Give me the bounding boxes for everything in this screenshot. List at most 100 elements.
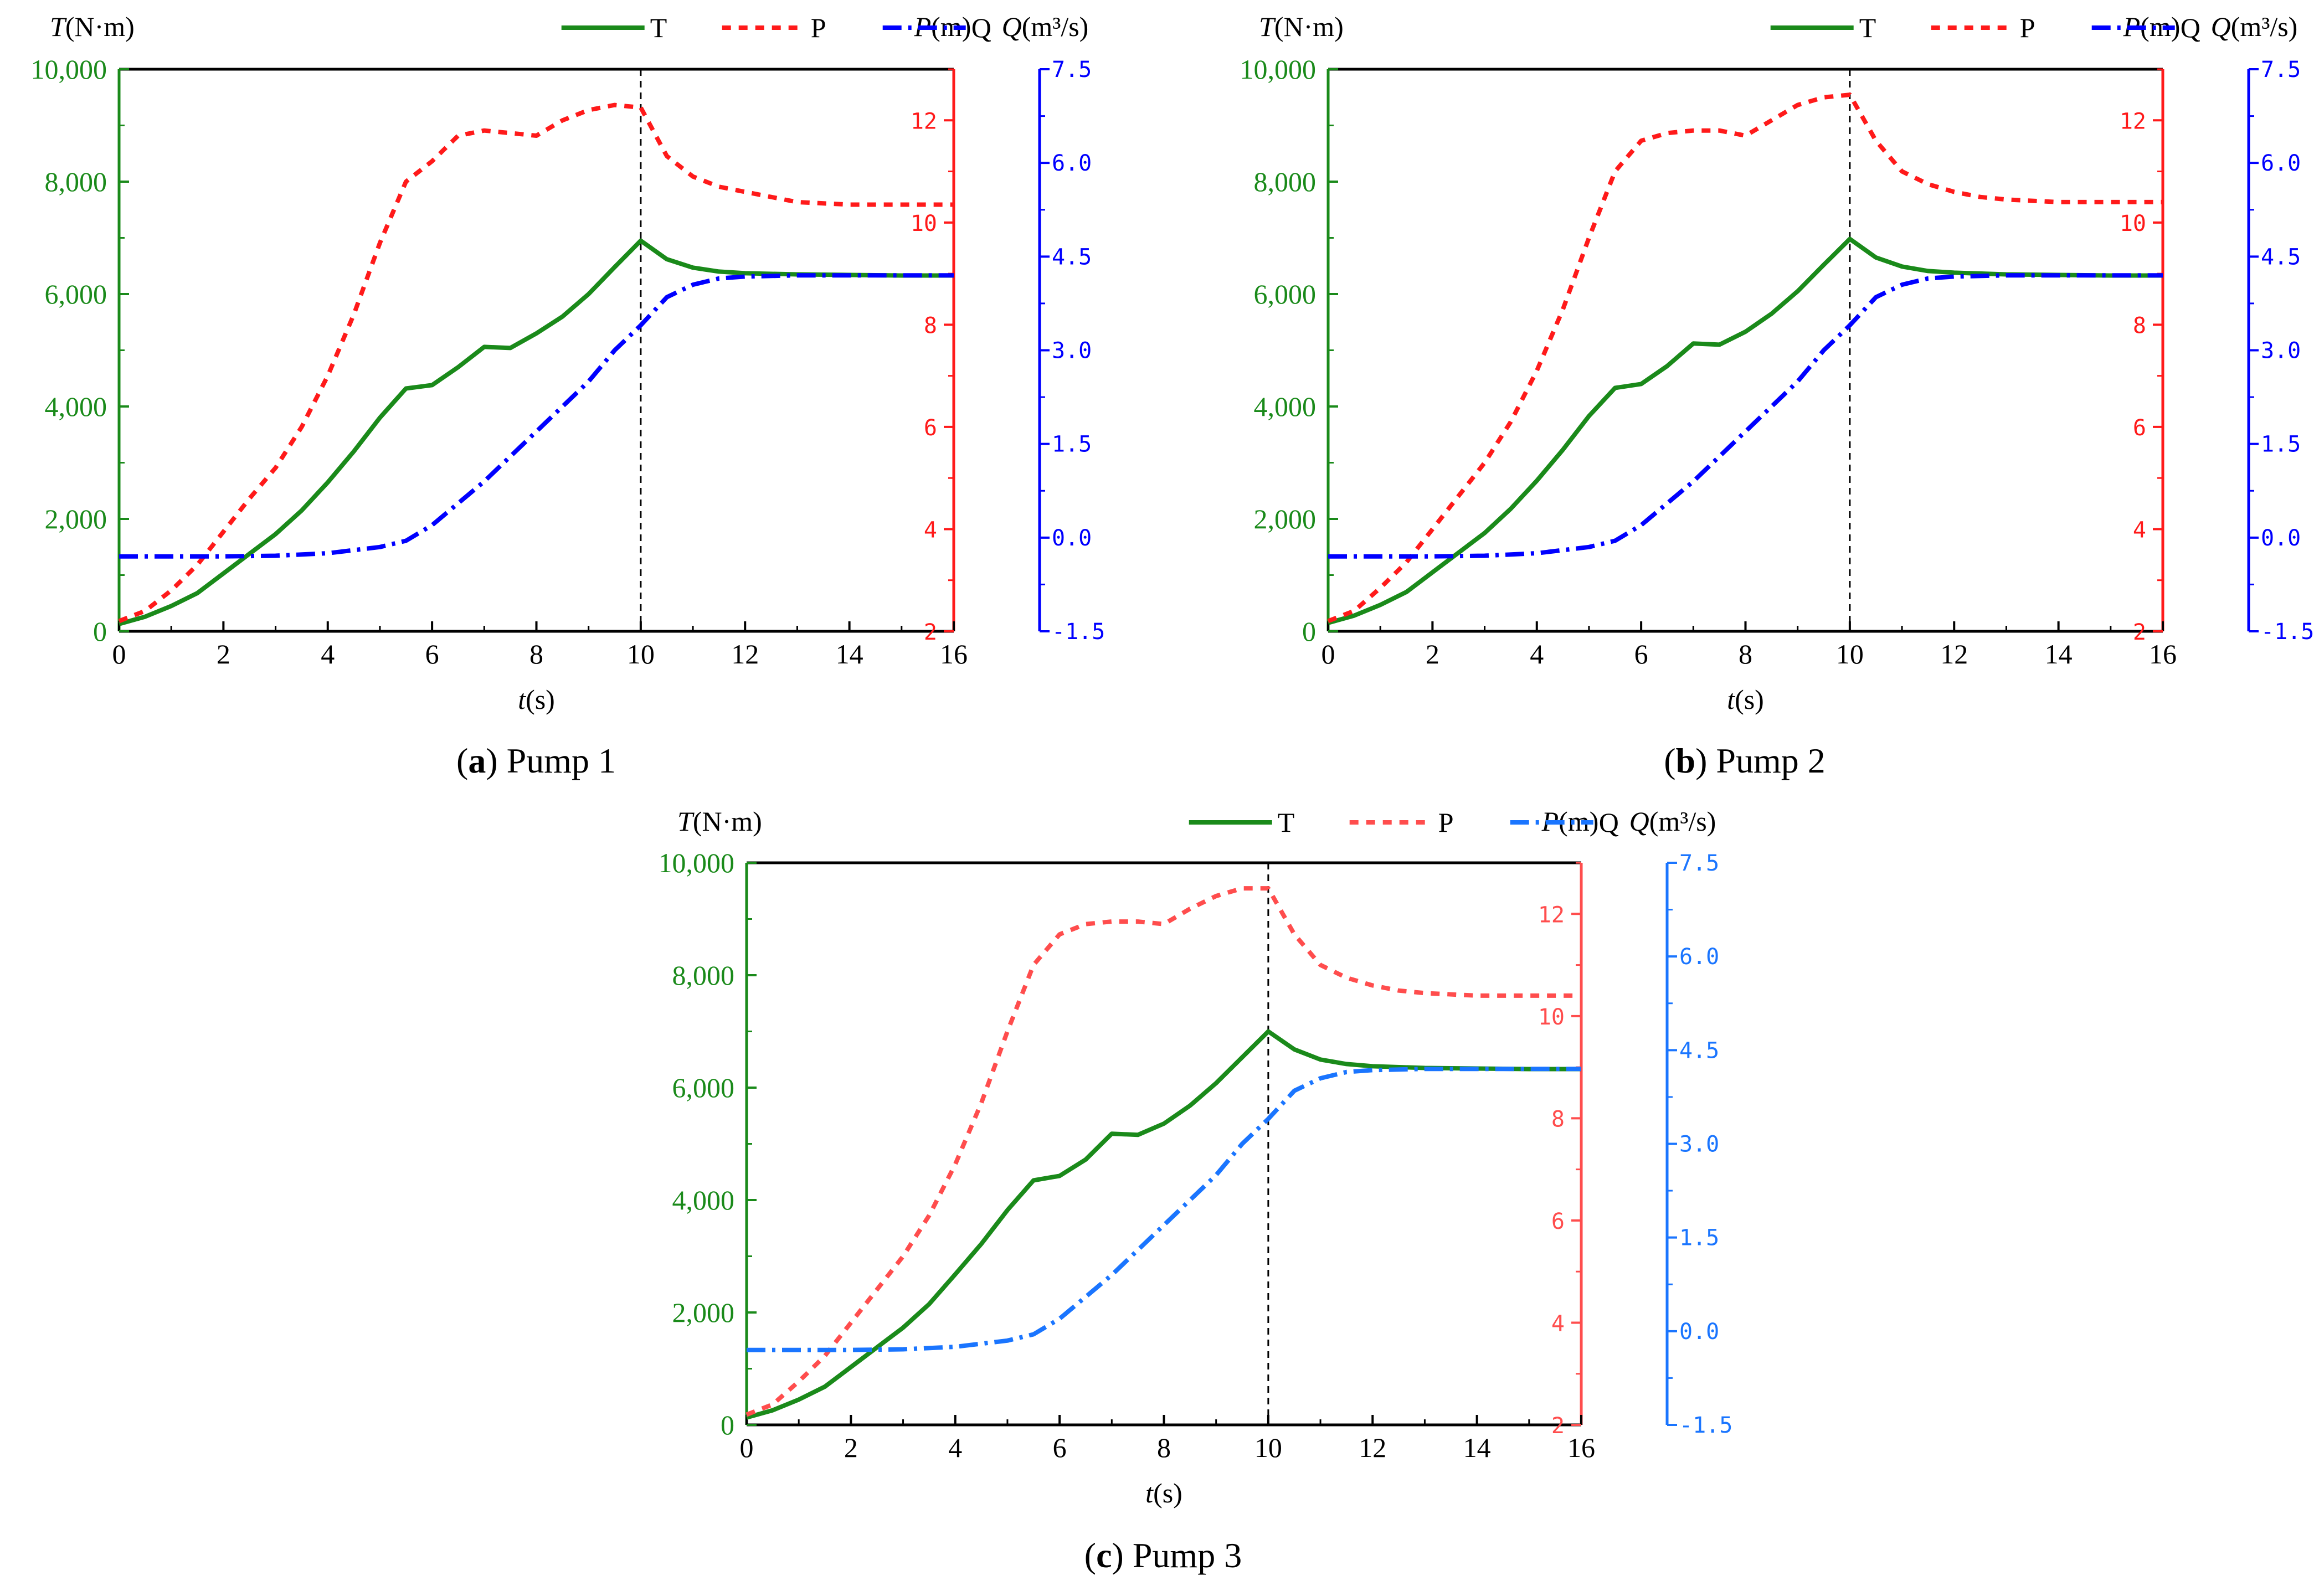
chart-panel-c: 0 2 4 6 8 10 12 14 16 t(s) 0 2,000 4,000 6,000 8,000 10… bbox=[659, 806, 1733, 1575]
pressure-tick-label: 10 bbox=[911, 211, 937, 236]
torque-tick-label: 6,000 bbox=[45, 279, 107, 310]
flow-tick-label: 7.5 bbox=[2261, 57, 2301, 83]
pressure-tick-label: 2 bbox=[924, 620, 937, 645]
flow-tick-label: -1.5 bbox=[1679, 1413, 1732, 1438]
torque-tick-label: 10,000 bbox=[1240, 54, 1317, 85]
torque-axis-title: T(N·m) bbox=[1259, 11, 1344, 42]
pressure-tick-label: 4 bbox=[2133, 517, 2146, 543]
x-tick-label: 8 bbox=[1739, 639, 1752, 670]
pressure-tick-label: 8 bbox=[924, 313, 937, 338]
x-tick-label: 4 bbox=[321, 639, 335, 670]
flow-axis-title: Q(m³/s) bbox=[2211, 11, 2298, 42]
torque-tick-label: 6,000 bbox=[672, 1072, 735, 1103]
series-line-P bbox=[118, 102, 954, 624]
x-tick-label: 0 bbox=[1322, 639, 1335, 670]
pressure-tick-label: 2 bbox=[1551, 1413, 1565, 1439]
torque-tick-label: 4,000 bbox=[672, 1185, 735, 1216]
flow-tick-label: 6.0 bbox=[1052, 151, 1092, 176]
panel-caption: (c) Pump 3 bbox=[1084, 1536, 1242, 1575]
series-line-P bbox=[745, 886, 1581, 1417]
pressure-tick-label: 4 bbox=[924, 517, 937, 543]
pressure-tick-label: 6 bbox=[924, 415, 937, 441]
pressure-tick-label: 8 bbox=[1551, 1106, 1565, 1132]
legend-label-P: P bbox=[811, 12, 826, 43]
flow-tick-label: 4.5 bbox=[2261, 244, 2301, 270]
x-tick-label: 12 bbox=[1359, 1432, 1386, 1463]
x-tick-label: 2 bbox=[217, 639, 230, 670]
torque-axis-title: T(N·m) bbox=[50, 11, 135, 42]
pressure-tick-label: 10 bbox=[1538, 1005, 1565, 1030]
series-line-P bbox=[1327, 92, 2163, 624]
x-tick-label: 4 bbox=[948, 1432, 962, 1463]
flow-tick-label: 4.5 bbox=[1679, 1038, 1719, 1063]
torque-tick-label: 10,000 bbox=[659, 847, 735, 878]
x-tick-label: 16 bbox=[2149, 639, 2177, 670]
series-line-Q bbox=[1328, 273, 2163, 559]
flow-tick-label: 6.0 bbox=[2261, 151, 2301, 176]
x-tick-label: 4 bbox=[1530, 639, 1544, 670]
x-tick-label: 0 bbox=[112, 639, 126, 670]
torque-tick-label: 0 bbox=[1302, 616, 1316, 647]
series-line-T bbox=[118, 238, 954, 626]
legend-label-T: T bbox=[1859, 12, 1876, 43]
x-tick-label: 14 bbox=[836, 639, 863, 670]
x-tick-label: 12 bbox=[1940, 639, 1968, 670]
pressure-tick-label: 12 bbox=[2120, 109, 2146, 134]
x-tick-label: 10 bbox=[1836, 639, 1864, 670]
x-tick-label: 6 bbox=[1053, 1432, 1067, 1463]
x-tick-label: 2 bbox=[844, 1432, 858, 1463]
pressure-tick-label: 10 bbox=[2120, 211, 2146, 236]
torque-tick-label: 6,000 bbox=[1254, 279, 1317, 310]
flow-axis-title: Q(m³/s) bbox=[1629, 806, 1716, 837]
x-tick-label: 16 bbox=[1567, 1432, 1595, 1463]
flow-tick-label: 3.0 bbox=[2261, 338, 2301, 364]
pressure-tick-label: 12 bbox=[1538, 902, 1565, 928]
series-line-Q bbox=[747, 1067, 1581, 1352]
x-tick-label: 10 bbox=[627, 639, 655, 670]
x-axis-label: t(s) bbox=[1145, 1477, 1182, 1509]
torque-tick-label: 10,000 bbox=[31, 54, 107, 85]
flow-axis-title: Q(m³/s) bbox=[1002, 11, 1089, 42]
pressure-tick-label: 6 bbox=[1551, 1209, 1565, 1234]
x-tick-label: 6 bbox=[1634, 639, 1648, 670]
flow-tick-label: -1.5 bbox=[1052, 619, 1105, 645]
legend-label-P: P bbox=[2020, 12, 2035, 43]
flow-tick-label: 1.5 bbox=[1052, 432, 1092, 457]
x-tick-label: 16 bbox=[940, 639, 968, 670]
x-tick-label: 14 bbox=[1463, 1432, 1491, 1463]
flow-tick-label: 0.0 bbox=[1052, 526, 1092, 551]
flow-tick-label: 1.5 bbox=[2261, 432, 2301, 457]
torque-axis-title: T(N·m) bbox=[677, 806, 762, 837]
x-tick-label: 8 bbox=[1157, 1432, 1171, 1463]
pressure-tick-label: 4 bbox=[1551, 1311, 1565, 1336]
flow-tick-label: 1.5 bbox=[1679, 1226, 1719, 1251]
flow-tick-label: 7.5 bbox=[1052, 57, 1092, 83]
series-line-T bbox=[745, 1029, 1581, 1420]
torque-tick-label: 2,000 bbox=[45, 503, 107, 534]
legend-label-Q: Q bbox=[2181, 12, 2200, 43]
pressure-tick-label: 2 bbox=[2133, 620, 2146, 645]
x-tick-label: 14 bbox=[2045, 639, 2073, 670]
x-tick-label: 12 bbox=[731, 639, 759, 670]
flow-tick-label: 4.5 bbox=[1052, 244, 1092, 270]
x-tick-label: 8 bbox=[529, 639, 543, 670]
pressure-tick-label: 12 bbox=[911, 109, 937, 134]
torque-tick-label: 8,000 bbox=[672, 960, 735, 991]
torque-tick-label: 0 bbox=[93, 616, 107, 647]
pressure-tick-label: 6 bbox=[2133, 415, 2146, 441]
legend-label-P: P bbox=[1438, 807, 1454, 838]
legend-label-Q: Q bbox=[971, 12, 991, 43]
legend-label-T: T bbox=[650, 12, 667, 43]
torque-tick-label: 2,000 bbox=[672, 1297, 735, 1328]
chart-panel-b: 0 2 4 6 8 10 12 14 16 t(s) 0 2,000 4,000 6,000 8,000 10… bbox=[1240, 11, 2315, 780]
panel-caption: (b) Pump 2 bbox=[1664, 741, 1826, 780]
pressure-tick-label: 8 bbox=[2133, 313, 2146, 338]
x-tick-label: 2 bbox=[1426, 639, 1439, 670]
flow-tick-label: 3.0 bbox=[1052, 338, 1092, 364]
x-tick-label: 6 bbox=[425, 639, 439, 670]
legend-label-T: T bbox=[1278, 807, 1295, 838]
chart-panel-a: 0 2 4 6 8 10 12 14 16 t(s) 0 2,000 4,000 6,000 8,000 10… bbox=[31, 11, 1105, 780]
series-line-T bbox=[1327, 236, 2163, 625]
flow-tick-label: 3.0 bbox=[1679, 1132, 1719, 1157]
